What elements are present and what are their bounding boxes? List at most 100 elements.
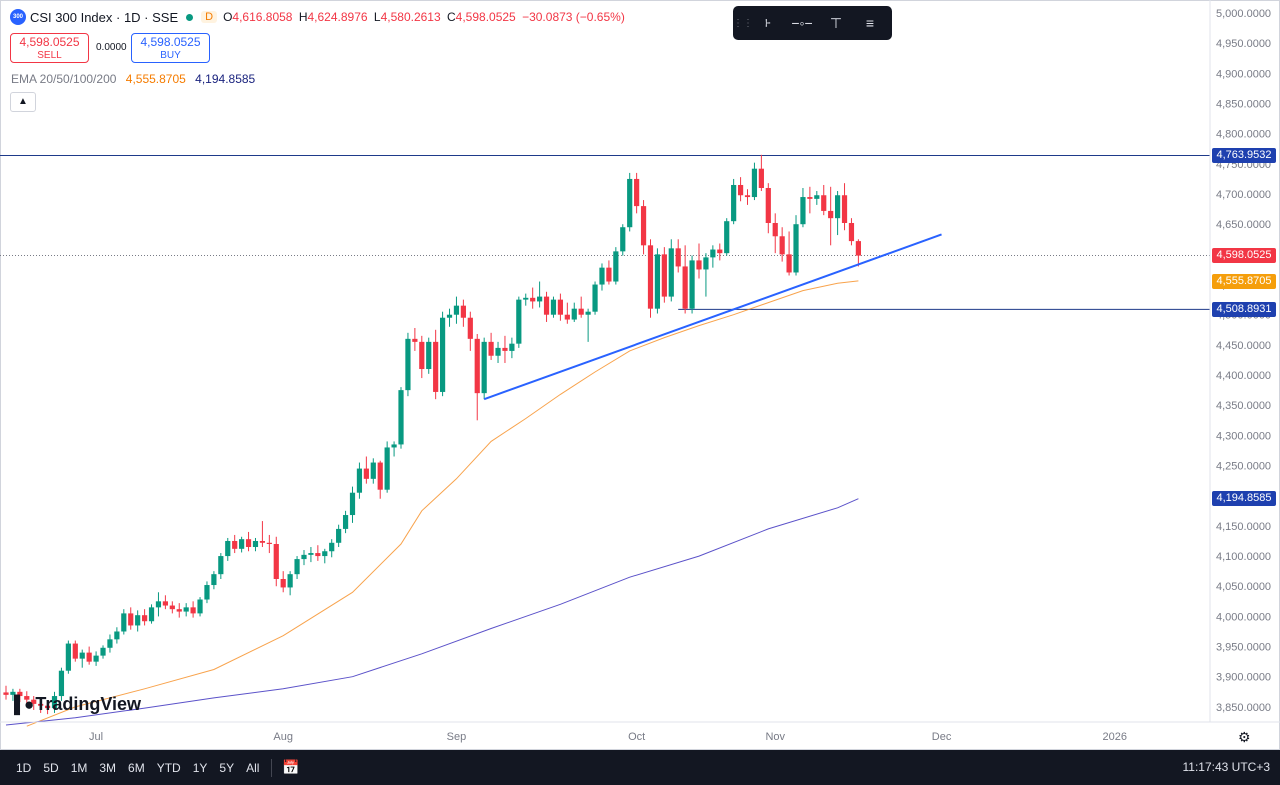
buy-label: BUY [160, 50, 181, 61]
candle [121, 609, 127, 635]
range-1y-button[interactable]: 1Y [192, 760, 208, 775]
candle [315, 545, 321, 561]
low-value: 4,580.2613 [380, 10, 441, 24]
drawing-toolbar[interactable]: ⋮⋮ ⹐ −◦− ⊤ ≡ [733, 6, 892, 40]
candle-body [571, 308, 577, 320]
candle [384, 441, 390, 493]
candle [58, 667, 65, 701]
candle-body [162, 601, 168, 606]
candle-body [107, 639, 113, 648]
symbol-logo[interactable]: 300 [10, 9, 26, 25]
range-all-button[interactable]: All [246, 760, 260, 775]
ema-lines [5, 280, 859, 727]
candle-body [44, 705, 51, 709]
buy-button[interactable]: 4,598.0525 BUY [131, 33, 210, 63]
candle [426, 337, 432, 374]
candle-body [93, 655, 99, 662]
candle-body [620, 227, 626, 252]
candle [162, 595, 168, 610]
candle [370, 458, 376, 484]
candle [93, 651, 99, 666]
candle [661, 247, 667, 303]
calendar-icon[interactable]: 📅 [282, 759, 300, 775]
candle-body [613, 251, 619, 282]
symbol-title[interactable]: CSI 300 Index · 1D · SSE [30, 9, 179, 25]
sell-label: SELL [37, 50, 62, 61]
candle [599, 263, 605, 291]
candle-body [647, 245, 654, 309]
candle-body [675, 248, 681, 267]
candle-body [245, 539, 252, 548]
range-1d-button[interactable]: 1D [16, 760, 32, 775]
candle-body [239, 539, 245, 549]
candle-body [384, 447, 390, 490]
grip-icon[interactable]: ⋮⋮ [733, 17, 753, 29]
clock[interactable]: 11:17:43 UTC+3 [1182, 760, 1271, 774]
sell-button[interactable]: 4,598.0525 SELL [10, 33, 89, 63]
candle [772, 213, 778, 254]
candle [377, 460, 383, 499]
candle [585, 308, 591, 342]
price-axis: 5,000.0000 4,950.0000 4,900.0000 4,850.0000… [1216, 8, 1271, 714]
time-axis: Jul Aug Sep Oct Nov Dec 2026 [89, 731, 1127, 743]
candle-body [10, 691, 16, 695]
candle-body [828, 210, 834, 219]
candle-body [606, 267, 612, 282]
candle [86, 646, 92, 665]
ema-value-2: 4,194.8585 [195, 72, 256, 86]
candle-body [252, 540, 259, 548]
candle-body [121, 613, 127, 632]
time-tick-label: Nov [765, 731, 785, 743]
candle [523, 293, 529, 306]
chevron-up-icon[interactable]: ▲ [10, 92, 36, 112]
horizontal-ray-icon[interactable]: −◦− [791, 15, 813, 31]
range-5d-button[interactable]: 5D [43, 760, 59, 775]
price-chart[interactable]: 5,000.0000 4,950.0000 4,900.0000 4,850.0000… [0, 0, 1280, 750]
candle [835, 191, 841, 236]
interval-badge[interactable]: D [201, 11, 218, 23]
candle [329, 539, 335, 558]
market-status-dot [186, 13, 194, 21]
candle-body [502, 347, 508, 351]
candle [197, 597, 203, 617]
candle-body [751, 168, 758, 198]
candle [634, 172, 640, 214]
candle-body [155, 601, 162, 608]
price-tick-label: 4,350.0000 [1216, 400, 1271, 412]
range-3m-button[interactable]: 3M [99, 760, 117, 775]
candle-body [689, 260, 695, 309]
gear-icon[interactable]: ⚙ [1238, 729, 1251, 745]
settings-lines-icon[interactable]: ≡ [865, 15, 875, 31]
candle [779, 227, 785, 262]
close-key: C [447, 10, 456, 24]
range-ytd-button[interactable]: YTD [156, 760, 181, 775]
candle-body [793, 224, 799, 273]
candle [737, 177, 744, 202]
candle [640, 200, 647, 255]
candle [79, 649, 85, 668]
candle-body [135, 615, 141, 626]
tradingview-logo[interactable]: ▌● TradingView [14, 694, 141, 715]
ema-slow-label: 4,194.8585 [1212, 491, 1276, 507]
candle-body [72, 643, 78, 659]
time-tick-label: Oct [628, 731, 645, 743]
candle [225, 537, 231, 561]
vertical-range-icon[interactable]: ⊤ [829, 14, 843, 31]
candle-body [211, 574, 217, 586]
price-tick-label: 4,250.0000 [1216, 461, 1271, 473]
candle-body [821, 195, 827, 211]
tradingview-wordmark: TradingView [35, 694, 142, 714]
candle [419, 335, 425, 379]
range-5y-button[interactable]: 5Y [219, 760, 235, 775]
candle [142, 609, 148, 626]
fibonacci-icon[interactable]: ⹐ [764, 14, 772, 31]
candle [467, 311, 473, 351]
candle-body [682, 266, 688, 309]
candle [218, 553, 224, 579]
candle-body [197, 599, 203, 614]
candle [336, 524, 342, 548]
range-6m-button[interactable]: 6M [128, 760, 145, 775]
ema-legend[interactable]: EMA 20/50/100/200 4,555.8705 4,194.8585 [11, 72, 255, 86]
candle [800, 188, 806, 228]
range-1m-button[interactable]: 1M [70, 760, 88, 775]
